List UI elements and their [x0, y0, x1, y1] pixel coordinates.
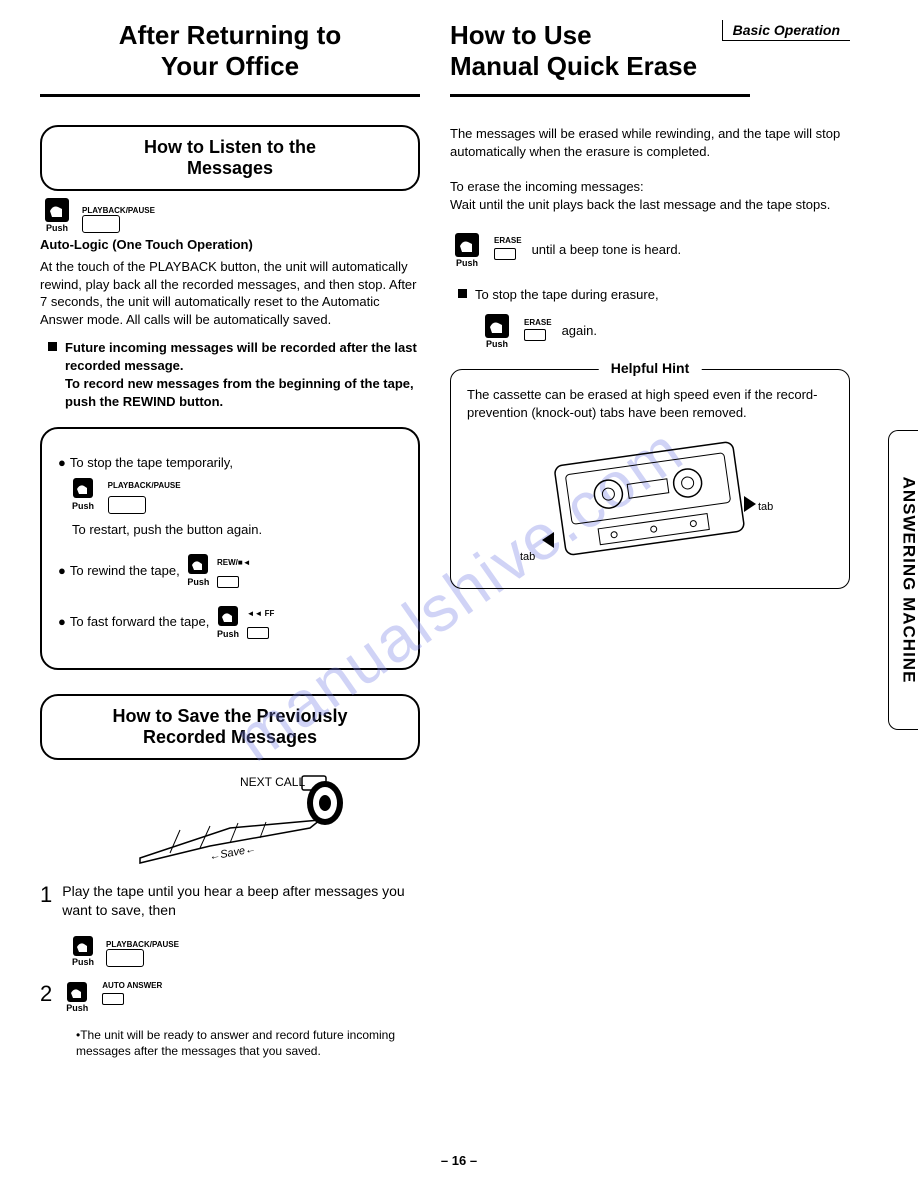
- hand-push-icon: [187, 553, 209, 575]
- tab-left-label: tab: [520, 551, 535, 563]
- future-msg-text: Future incoming messages will be recorde…: [65, 339, 420, 412]
- bullet-square-icon: [458, 289, 467, 298]
- rule: [40, 94, 420, 97]
- step-2: 2 Push AUTO ANSWER: [40, 981, 420, 1013]
- hint-title: Helpful Hint: [599, 360, 702, 376]
- next-call-label: NEXT CALL: [240, 775, 305, 789]
- operations-box: ● To stop the tape temporarily, Push PLAY…: [40, 427, 420, 669]
- listen-heading-box: How to Listen to the Messages: [40, 125, 420, 191]
- push-label: Push: [456, 258, 478, 268]
- hand-push-icon: [72, 477, 94, 499]
- bullet-square-icon: [48, 342, 57, 351]
- playback-button-icon: [82, 215, 120, 233]
- erase-button-icon: [494, 248, 516, 260]
- erase-btn-label: ERASE: [494, 236, 522, 245]
- playback-button-icon: [106, 949, 144, 967]
- hand-push-icon: [217, 605, 239, 627]
- cassette-diagram: tab tab: [520, 432, 780, 572]
- rewind-btn-label: REW/■◄: [217, 558, 251, 567]
- left-column: After Returning to Your Office How to Li…: [40, 20, 420, 1059]
- bullet-dot: ●: [58, 455, 66, 470]
- right-title-l1: How to Use: [450, 20, 592, 50]
- push-label: Push: [187, 575, 209, 589]
- push-label: Push: [486, 339, 508, 349]
- title-line2: Your Office: [161, 51, 299, 81]
- step-1-num: 1: [40, 882, 52, 908]
- basic-operation-badge: Basic Operation: [722, 20, 850, 41]
- push-label: Push: [72, 499, 94, 513]
- ff-btn-label: ◄◄ FF: [247, 609, 275, 618]
- auto-answer-btn-label: AUTO ANSWER: [102, 981, 162, 990]
- rewind-text: To rewind the tape,: [70, 563, 180, 578]
- stop-erase-bullet: To stop the tape during erasure,: [458, 286, 850, 304]
- rewind-button-icon: [217, 576, 239, 588]
- rule: [450, 94, 750, 97]
- erase-sub2: Wait until the unit plays back the last …: [450, 196, 850, 214]
- save-heading-l1: How to Save the Previously: [112, 706, 347, 726]
- ff-text: To fast forward the tape,: [70, 614, 209, 629]
- bullet-dot: ●: [58, 563, 66, 578]
- step-2-note: •The unit will be ready to answer and re…: [76, 1027, 420, 1059]
- title-line1: After Returning to: [119, 20, 341, 50]
- hint-text: The cassette can be erased at high speed…: [467, 386, 833, 422]
- playback-button-icon: [108, 496, 146, 514]
- playback-btn-label: PLAYBACK/PAUSE: [82, 206, 155, 215]
- push-label: Push: [217, 627, 239, 641]
- hand-push-icon: [484, 313, 510, 339]
- stop-erase-text: To stop the tape during erasure,: [475, 286, 659, 304]
- page-number: – 16 –: [441, 1153, 477, 1168]
- push-label: Push: [66, 1003, 88, 1013]
- save-arrow-label: ←Save←: [208, 843, 256, 863]
- side-tab-text: ANSWERING MACHINE: [899, 477, 918, 684]
- erase-intro: The messages will be erased while rewind…: [450, 125, 850, 160]
- stop-text: To stop the tape temporarily,: [70, 455, 233, 470]
- ff-button-icon: [247, 627, 269, 639]
- erase-sub1: To erase the incoming messages:: [450, 178, 850, 196]
- push-icon-group: Push: [44, 197, 70, 233]
- save-heading-l2: Recorded Messages: [143, 727, 317, 747]
- hand-push-icon: [66, 981, 88, 1003]
- restart-text: To restart, push the button again.: [72, 520, 402, 541]
- playback-btn-label: PLAYBACK/PAUSE: [106, 940, 179, 949]
- auto-logic-subhead: Auto-Logic (One Touch Operation): [40, 237, 420, 252]
- hand-push-icon: [454, 232, 480, 258]
- tape-diagram: NEXT CALL ←Save←: [110, 768, 350, 868]
- bullet-dot: ●: [58, 614, 66, 629]
- right-title-l2: Manual Quick Erase: [450, 51, 697, 81]
- erase-btn-label: ERASE: [524, 318, 552, 327]
- hand-push-icon: [72, 935, 94, 957]
- side-tab: ANSWERING MACHINE: [888, 430, 918, 730]
- again-text: again.: [562, 322, 597, 340]
- listen-heading-l1: How to Listen to the: [144, 137, 316, 157]
- save-heading-box: How to Save the Previously Recorded Mess…: [40, 694, 420, 760]
- hand-push-icon: [44, 197, 70, 223]
- future-msg-bullet: Future incoming messages will be recorde…: [48, 339, 420, 412]
- step-2-num: 2: [40, 981, 52, 1007]
- step-1-text: Play the tape until you hear a beep afte…: [62, 882, 420, 921]
- listen-heading-l2: Messages: [187, 158, 273, 178]
- right-column: Basic Operation How to Use Manual Quick …: [450, 20, 850, 1059]
- push-label: Push: [46, 223, 68, 233]
- left-title: After Returning to Your Office: [40, 20, 420, 82]
- page-content: After Returning to Your Office How to Li…: [40, 20, 878, 1059]
- playback-btn-label: PLAYBACK/PAUSE: [108, 481, 181, 490]
- auto-answer-button-icon: [102, 993, 124, 1005]
- auto-logic-body: At the touch of the PLAYBACK button, the…: [40, 258, 420, 328]
- step-1: 1 Play the tape until you hear a beep af…: [40, 882, 420, 921]
- erase-beep-text: until a beep tone is heard.: [532, 241, 682, 259]
- helpful-hint-box: Helpful Hint The cassette can be erased …: [450, 369, 850, 589]
- push-label: Push: [72, 957, 94, 967]
- tab-right-label: tab: [758, 501, 773, 513]
- erase-button-icon: [524, 329, 546, 341]
